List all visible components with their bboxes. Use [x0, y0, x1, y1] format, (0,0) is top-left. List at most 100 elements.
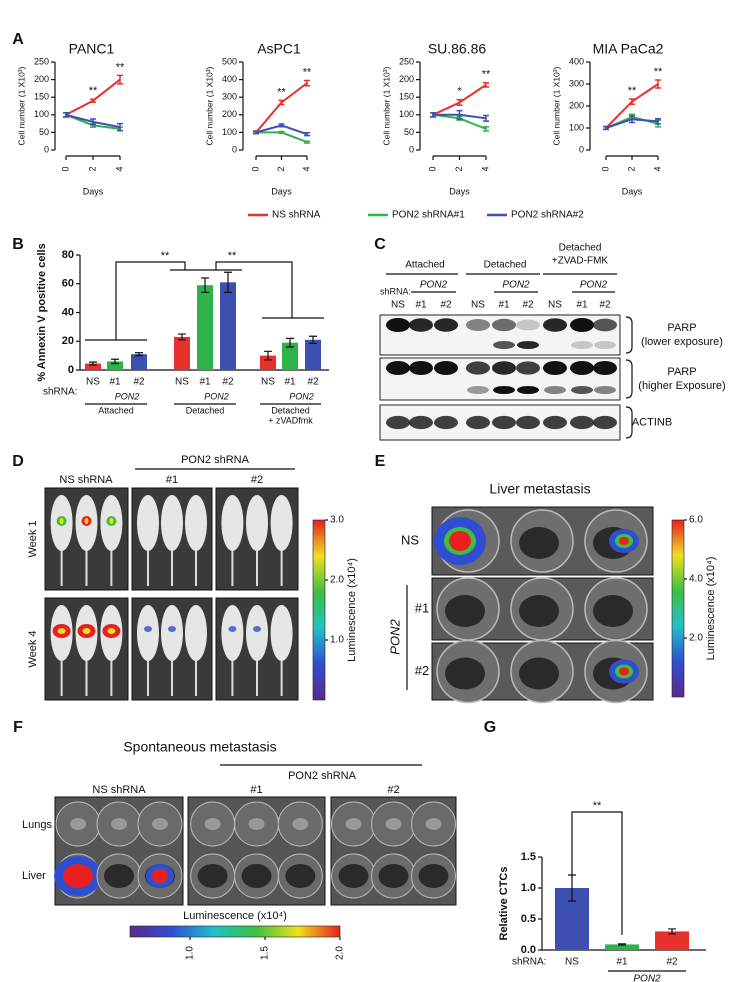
- group-sublabel: PON2: [420, 280, 448, 291]
- error-bar: [264, 350, 272, 361]
- x-tick-label: #2: [666, 957, 678, 968]
- mouse: [185, 605, 207, 661]
- y-tick-label: 80: [62, 249, 74, 261]
- tissue: [241, 864, 272, 888]
- row-label: #1: [415, 600, 429, 615]
- y-axis-label: Cell number (1 X10³): [551, 66, 561, 145]
- blot-band: [544, 386, 566, 394]
- mouse: [270, 605, 293, 661]
- mouse: [270, 495, 293, 551]
- y-tick-label: 300: [222, 92, 237, 102]
- tissue: [338, 864, 369, 888]
- blot-band: [517, 386, 539, 394]
- panel-label: D: [12, 453, 24, 470]
- significance-label: *: [457, 86, 462, 98]
- bar: [305, 339, 321, 370]
- error-bar: [483, 126, 489, 132]
- column-label: #1: [166, 474, 178, 486]
- blot-brace: [625, 359, 633, 399]
- colorbar-tick-label: 6.0: [689, 515, 703, 526]
- group-sublabel: PON2: [633, 974, 661, 982]
- bar: [131, 354, 147, 370]
- panel-label: B: [12, 236, 24, 253]
- x-tick-label: #1: [109, 377, 121, 388]
- liver-tissue: [519, 595, 559, 627]
- blot-band: [434, 415, 458, 430]
- legend-label: PON2 shRNA#1: [392, 210, 465, 221]
- blot-band: [492, 318, 516, 332]
- band-label: (lower exposure): [641, 336, 723, 348]
- error-bar: [629, 98, 635, 105]
- blot-band: [409, 318, 433, 332]
- blot-band: [543, 361, 567, 375]
- blot-band: [593, 318, 617, 332]
- y-tick-label: 0.5: [521, 913, 536, 925]
- lane-label: #1: [576, 300, 588, 311]
- mouse: [221, 495, 244, 551]
- y-tick-label: 40: [62, 306, 74, 318]
- signal: [144, 626, 152, 632]
- y-tick-label: 400: [569, 56, 584, 66]
- blot-band: [466, 415, 490, 430]
- tissue: [151, 818, 168, 830]
- error-bar: [253, 130, 259, 135]
- x-tick-label: NS: [175, 377, 189, 388]
- blot-band: [516, 361, 540, 375]
- colorbar-tick-label: 1.0: [330, 635, 344, 646]
- liver-tissue: [519, 657, 559, 690]
- chart-title: MIA PaCa2: [593, 41, 664, 57]
- x-axis-label: Days: [449, 186, 470, 196]
- blot-band: [386, 318, 410, 332]
- group-label: Detached: [559, 243, 602, 254]
- signal: [63, 864, 94, 888]
- blot-band: [570, 415, 594, 430]
- y-tick-label: 50: [39, 127, 49, 137]
- error-bar: [90, 118, 96, 126]
- bar: [85, 363, 101, 370]
- column-label: NS shRNA: [92, 784, 146, 796]
- colorbar-tick-label: 1.5: [260, 946, 271, 960]
- error-bar: [278, 123, 285, 128]
- tissue: [197, 864, 228, 888]
- colorbar: [671, 519, 685, 698]
- y-tick-label: 200: [399, 74, 414, 84]
- y-tick-label: 400: [222, 74, 237, 84]
- error-bar: [117, 74, 123, 85]
- error-bar: [278, 130, 285, 135]
- blot-band: [571, 341, 593, 349]
- y-tick-label: 0.0: [521, 944, 536, 956]
- x-tick-label: 0: [600, 166, 610, 171]
- row-label: Week 4: [27, 630, 39, 667]
- signal: [107, 628, 116, 634]
- bar: [174, 336, 190, 370]
- error-bar: [90, 98, 96, 103]
- signal: [619, 537, 629, 545]
- blot-brace: [625, 316, 633, 354]
- band-label: ACTINB: [632, 416, 672, 428]
- band-label: PARP: [667, 366, 696, 378]
- panel-label: G: [484, 719, 496, 736]
- mouse: [137, 495, 159, 551]
- lane-label: #2: [599, 300, 611, 311]
- lane-label: NS: [548, 300, 562, 311]
- bar: [282, 342, 298, 370]
- x-tick-label: 4: [652, 166, 662, 171]
- y-tick-label: 20: [62, 335, 74, 347]
- error-bar: [655, 79, 661, 89]
- group-sublabel: PON2: [204, 391, 229, 401]
- y-axis-label: Relative CTCs: [498, 867, 510, 941]
- signal: [228, 626, 237, 632]
- y-axis-label: Cell number (1 X10³): [16, 66, 26, 145]
- x-tick-label: 4: [480, 166, 490, 171]
- mouse: [221, 605, 244, 661]
- y-tick-label: 100: [569, 122, 584, 132]
- x-tick-label: NS: [565, 957, 579, 968]
- blot-band: [516, 415, 540, 430]
- panel-title: Liver metastasis: [489, 481, 590, 497]
- error-bar: [201, 277, 209, 293]
- error-bar: [430, 111, 436, 118]
- bar: [655, 931, 689, 950]
- error-bar: [278, 99, 285, 106]
- blot-band: [466, 319, 490, 331]
- group-sublabel: PON2: [289, 391, 314, 401]
